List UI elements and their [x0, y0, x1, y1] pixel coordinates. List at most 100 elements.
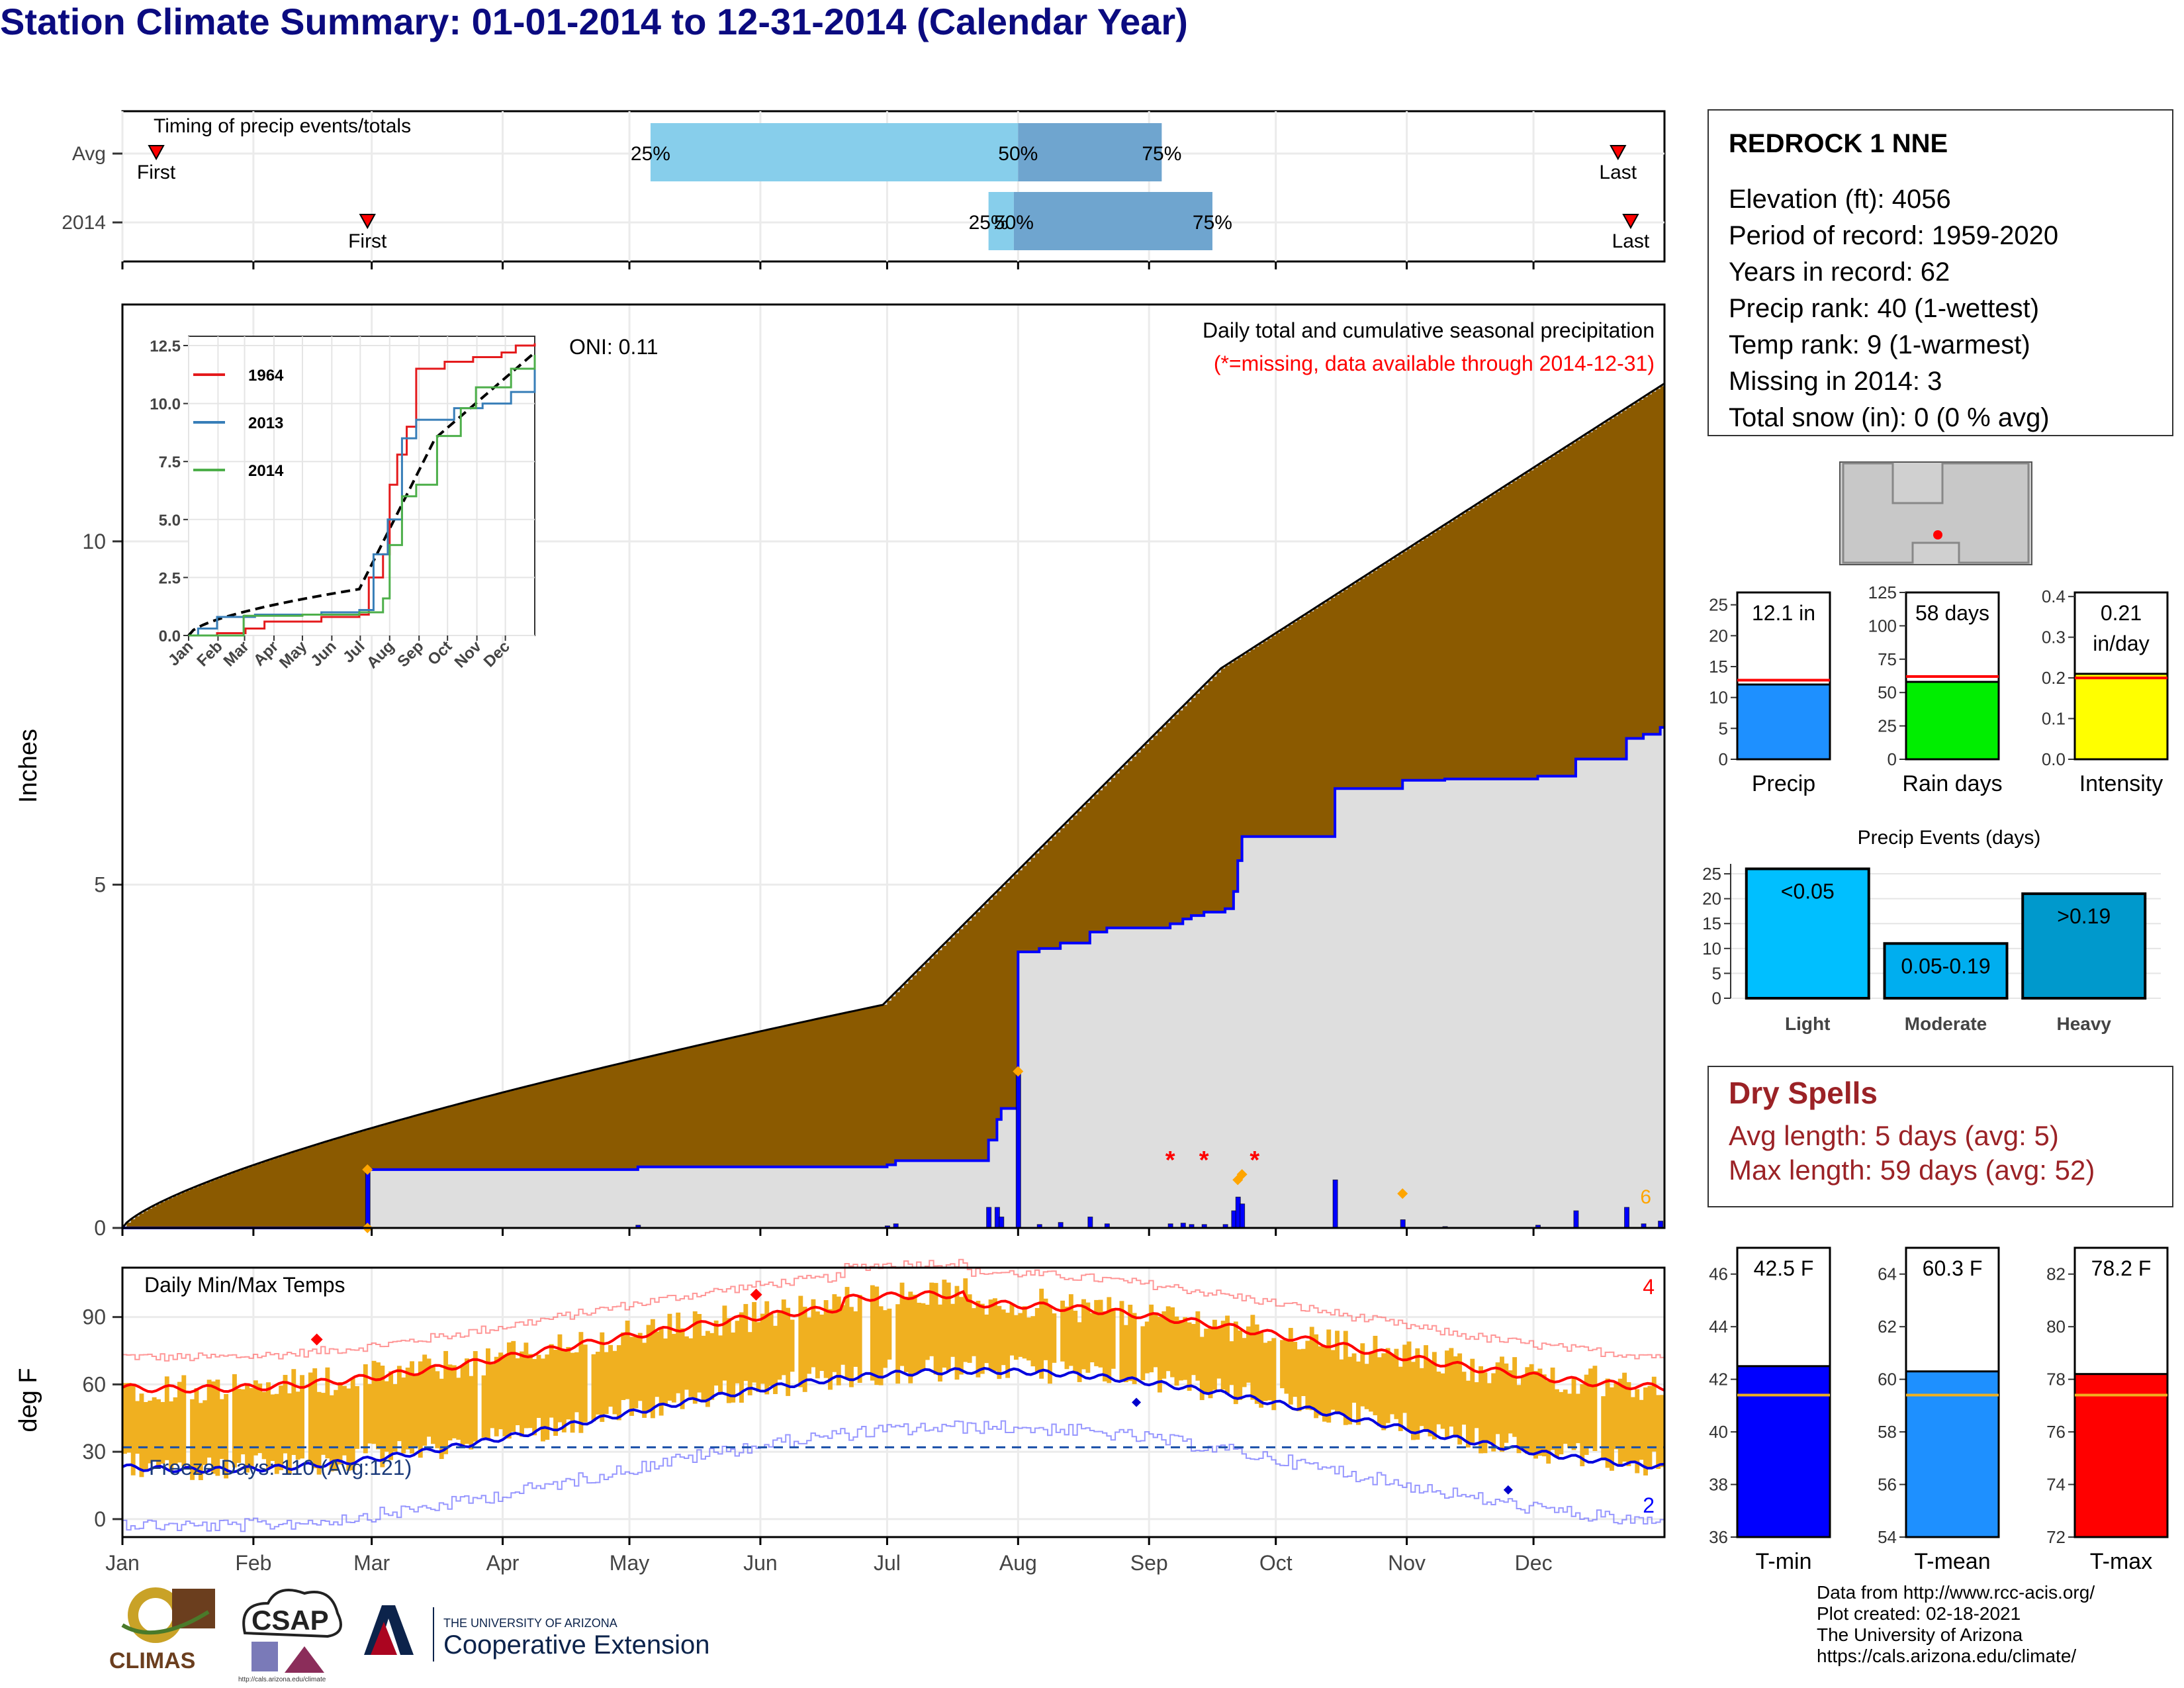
precip-summary-2-bar: [2073, 673, 2169, 761]
temp-daily-range-bar: [1191, 1324, 1196, 1376]
missing-data-star: *: [1199, 1147, 1209, 1174]
precip-summary-1-bar: [1905, 680, 2000, 761]
precip-summary-2-ytick-label: 0.0: [2042, 749, 2066, 769]
temp-daily-range-bar: [367, 1383, 373, 1444]
temp-daily-range-bar: [1318, 1346, 1323, 1416]
temp-daily-range-bar: [1656, 1395, 1661, 1469]
temp-daily-range-bar: [1559, 1391, 1564, 1455]
temp-daily-range-bar: [520, 1351, 524, 1437]
temp-daily-range-bar: [1343, 1331, 1348, 1425]
temp-daily-range-bar: [629, 1336, 634, 1416]
temp-daily-range-bar: [536, 1354, 541, 1419]
precip-daily-bar: [1573, 1210, 1579, 1229]
temp-daily-range-bar: [148, 1400, 153, 1464]
temp-daily-range-bar: [1651, 1376, 1657, 1452]
temp-daily-range-bar: [418, 1361, 423, 1458]
temp-daily-range-bar: [1089, 1313, 1095, 1362]
temp-daily-range-bar: [815, 1311, 820, 1379]
temp-daily-range-bar: [963, 1278, 968, 1362]
station-temp-rank: Temp rank: 9 (1-warmest): [1729, 330, 2030, 359]
inset-frame: [188, 336, 535, 636]
temp-daily-range-bar: [1085, 1302, 1091, 1373]
temp-daily-range-bar: [485, 1348, 490, 1439]
temp-daily-range-bar: [1567, 1393, 1572, 1448]
events-category-label: Moderate: [1905, 1013, 1987, 1034]
temp-daily-range-bar: [1005, 1313, 1011, 1378]
temp-daily-range-bar: [316, 1391, 322, 1475]
precip-frame: [121, 303, 1666, 1229]
temp-daily-range-bar: [903, 1297, 909, 1372]
temp-daily-range-bar: [659, 1328, 664, 1416]
temp-daily-range-bar: [1508, 1370, 1513, 1434]
temp-daily-range-bar: [1220, 1321, 1226, 1390]
temp-daily-range-bar: [160, 1401, 165, 1464]
temp-summary-0-ytick-label: 40: [1709, 1422, 1728, 1442]
temp-daily-range-bar: [410, 1361, 414, 1454]
temp-daily-range-bar: [997, 1305, 1002, 1380]
precip-daily-bar: [1015, 1071, 1021, 1229]
temp-daily-range-bar: [938, 1304, 942, 1382]
temp-daily-range-bar: [819, 1314, 825, 1372]
temp-panel-title: Daily Min/Max Temps: [144, 1273, 345, 1297]
temp-daily-range-bar: [1601, 1396, 1606, 1459]
temp-daily-range-bar: [798, 1295, 803, 1387]
temp-record-low-marker: [1132, 1397, 1142, 1407]
temp-summary-2-ytick-label: 78: [2046, 1370, 2066, 1389]
temp-daily-range-bar: [574, 1352, 579, 1413]
climas-emblem-icon: CLIMAS: [109, 1587, 215, 1673]
temp-daily-range-bar: [836, 1296, 841, 1385]
temp-daily-range-bar: [312, 1368, 318, 1469]
temp-daily-range-bar: [600, 1332, 605, 1423]
temp-daily-range-bar: [1195, 1311, 1201, 1381]
temp-daily-range-bar: [802, 1307, 807, 1392]
precip-summary-2-ytick-label: 0.2: [2042, 668, 2066, 688]
temp-daily-range-bar: [933, 1283, 938, 1375]
temp-daily-range-bar: [811, 1299, 816, 1368]
temp-daily-range-bar: [1144, 1321, 1150, 1374]
timing-quartile-label: 50%: [994, 212, 1034, 234]
inset-ytick-label: 5.0: [159, 512, 181, 530]
temp-daily-range-bar: [625, 1321, 630, 1399]
precip-daily-bar: [1240, 1203, 1246, 1229]
temp-daily-range-bar: [709, 1333, 715, 1400]
temp-daily-range-bar: [954, 1286, 960, 1380]
footer-credits: Data from http://www.rcc-acis.org/ Plot …: [1817, 1582, 2095, 1667]
precip-ylabel: Inches: [15, 729, 42, 803]
timing-row-label: 2014: [62, 212, 106, 234]
temp-summary-0-ytick-label: 46: [1709, 1264, 1728, 1284]
events-ytick-label: 5: [1712, 963, 1721, 983]
precip-daily-bar: [1400, 1219, 1406, 1229]
temp-daily-range-bar: [1178, 1319, 1183, 1381]
temp-daily-range-bar: [667, 1313, 672, 1401]
temp-daily-range-bar: [870, 1285, 875, 1381]
precip-daily-bar: [1332, 1179, 1338, 1229]
temp-daily-range-bar: [561, 1348, 567, 1432]
precip-summary-0-ytick-label: 25: [1709, 595, 1728, 615]
temp-daily-range-bar: [1107, 1297, 1112, 1383]
dry-spells-avg: Avg length: 5 days (avg: 5): [1729, 1120, 2059, 1151]
station-info-box: REDROCK 1 NNE Elevation (ft): 4056 Perio…: [1707, 109, 2173, 436]
temp-daily-range-bar: [1347, 1356, 1353, 1425]
temp-daily-range-bar: [1385, 1348, 1390, 1423]
temp-daily-range-bar: [511, 1340, 516, 1432]
temp-daily-range-bar: [1043, 1298, 1048, 1360]
dry-spells-max: Max length: 59 days (avg: 52): [1729, 1154, 2095, 1186]
temp-record-high-marker: [750, 1288, 762, 1301]
timing-quartile-label: 25%: [969, 212, 1009, 234]
temp-daily-range-bar: [612, 1350, 617, 1415]
temp-daily-range-bar: [388, 1371, 394, 1460]
temp-summary-2-ytick-label: 76: [2046, 1422, 2066, 1442]
temp-daily-range-bar: [1271, 1338, 1277, 1411]
temp-daily-range-bar: [321, 1393, 326, 1455]
arizona-locator-map: [1839, 461, 2032, 565]
temp-daily-range-bar: [181, 1375, 187, 1467]
temp-ytick-label: 90: [82, 1305, 106, 1329]
temp-daily-range-bar: [1520, 1376, 1525, 1451]
temp-daily-range-bar: [1246, 1326, 1251, 1383]
temp-daily-range-bar: [1297, 1349, 1302, 1411]
precip-summary-1-ytick-label: 100: [1868, 616, 1897, 635]
temp-daily-range-bar: [1098, 1299, 1103, 1368]
events-ytick-label: 0: [1712, 988, 1721, 1008]
temp-daily-range-bar: [752, 1301, 757, 1383]
